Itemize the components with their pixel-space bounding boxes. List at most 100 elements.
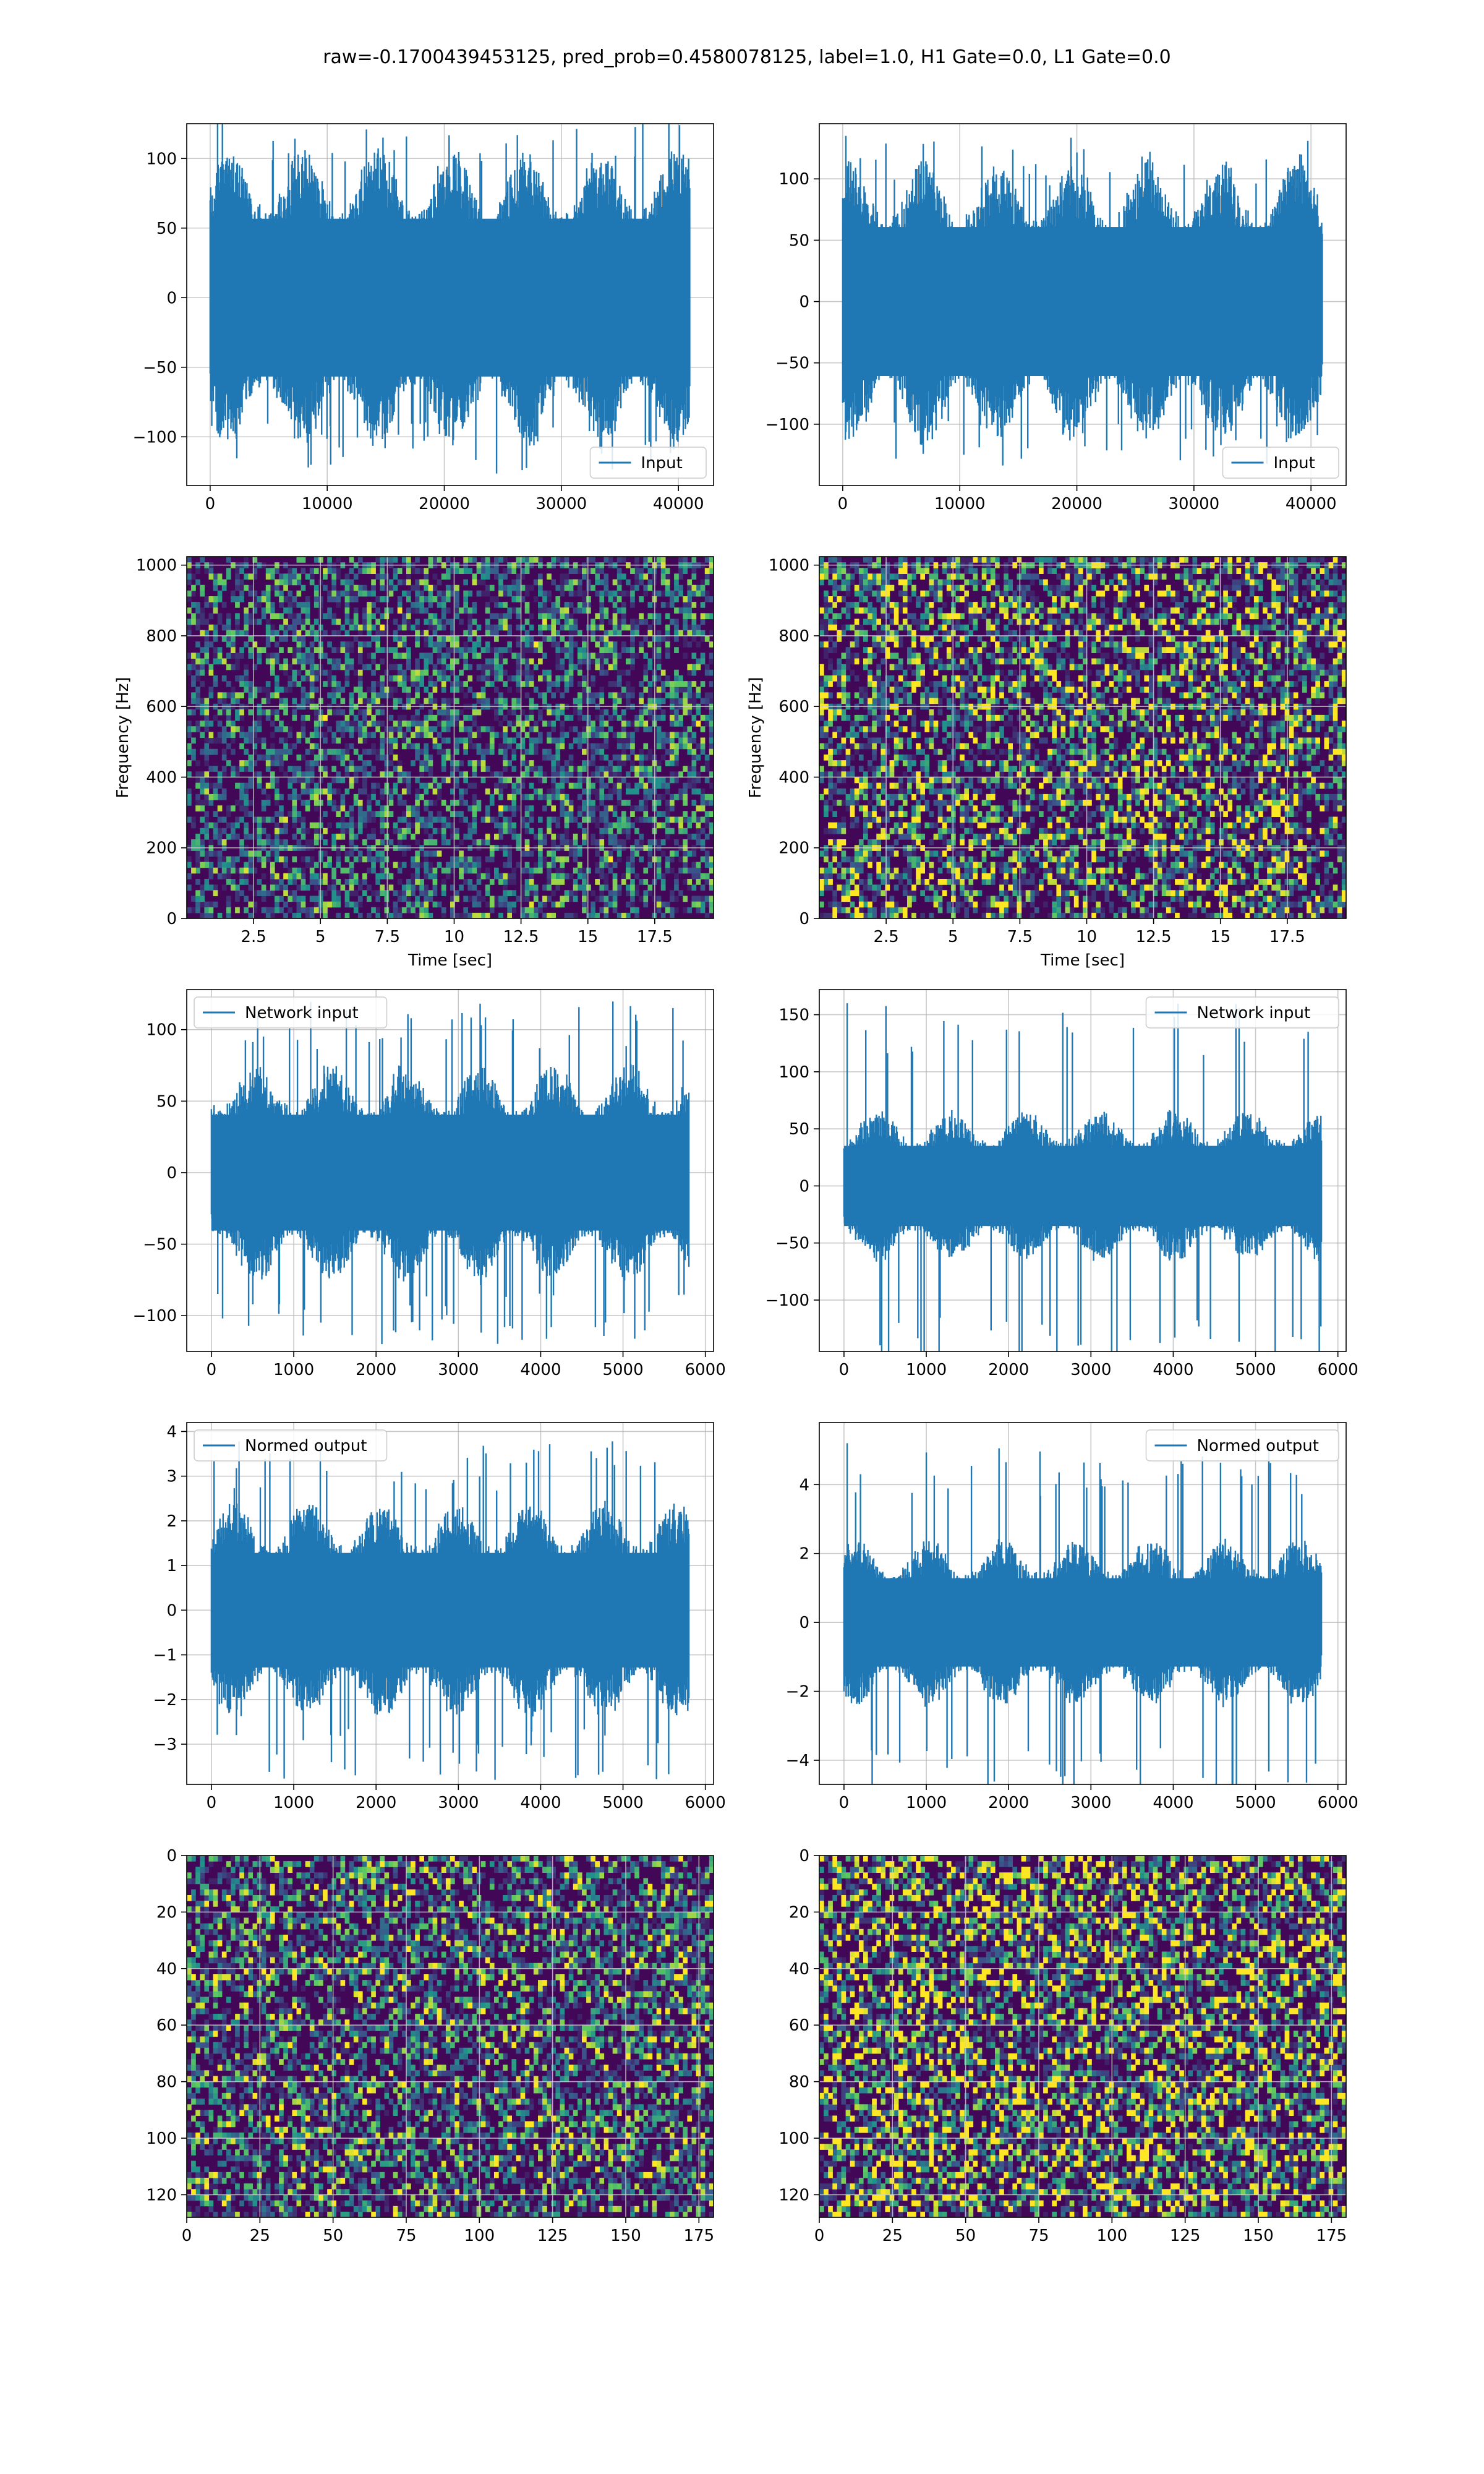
ticks: 0 25 50 75 100 125 150 175 0 20 40 60 80 100 120: [146, 1847, 714, 2245]
grid: [187, 557, 714, 919]
x-tick-label: 2000: [988, 1794, 1029, 1812]
ticks: 0 1000 2000 3000 4000 5000 6000 −100 −50 0 50 100: [133, 1021, 726, 1379]
x-tick-label: 2.5: [241, 928, 266, 946]
y-tick-label: 120: [146, 2186, 177, 2204]
x-tick-label: 10000: [934, 495, 986, 513]
y-tick-label: 800: [146, 627, 177, 646]
x-tick-label: 100: [464, 2227, 495, 2245]
ticks: 2.5 5 7.5 10 12.5 15 17.5 0 200 400 600 800 1000: [136, 557, 673, 946]
x-tick-label: 75: [396, 2227, 416, 2245]
x-tick-label: 175: [1316, 2227, 1347, 2245]
y-tick-label: 200: [146, 839, 177, 858]
y-tick-label: 0: [799, 293, 809, 312]
x-tick-label: 125: [537, 2227, 568, 2245]
x-tick-label: 12.5: [1136, 928, 1172, 946]
y-tick-label: −100: [133, 1307, 177, 1325]
x-tick-label: 25: [882, 2227, 903, 2245]
y-tick-label: −4: [786, 1752, 809, 1770]
chart-spectrogram-l1: 2.5 5 7.5 10 12.5 15 17.5 0 200 400 600 800 1000 Time…: [746, 556, 1347, 970]
axes-frame: [819, 123, 1347, 486]
legend-label: Normed output: [245, 1437, 367, 1455]
chart-input-l1: Input 0 10000 20000 30000 40000 −100 −50 0 50 100: [765, 123, 1347, 513]
y-tick-label: 3: [166, 1468, 177, 1486]
y-tick-label: −100: [133, 428, 177, 447]
x-tick-label: 175: [684, 2227, 715, 2245]
x-tick-label: 10: [1077, 928, 1097, 946]
axes-frame: [819, 1855, 1347, 2218]
legend: Input: [1222, 447, 1339, 479]
x-tick-label: 7.5: [1007, 928, 1033, 946]
axes-frame: [186, 989, 714, 1352]
y-tick-label: 600: [778, 698, 809, 716]
y-tick-label: −100: [765, 1291, 809, 1310]
y-tick-label: 0: [166, 289, 177, 307]
figure-title: raw=-0.1700439453125, pred_prob=0.458007…: [323, 46, 1171, 68]
x-tick-label: 100: [1097, 2227, 1128, 2245]
x-tick-label: 5000: [602, 1794, 643, 1812]
y-tick-label: 1000: [769, 557, 809, 575]
axes-frame: [819, 556, 1347, 919]
x-tick-label: 0: [814, 2227, 825, 2245]
x-tick-label: 3000: [438, 1794, 479, 1812]
y-tick-label: 0: [799, 1614, 809, 1632]
x-axis-label: Time [sec]: [407, 951, 492, 970]
ticks: 0 1000 2000 3000 4000 5000 6000 −3 −2 −1 0 1 2 3 4: [153, 1423, 726, 1812]
x-tick-label: 6000: [1318, 1361, 1358, 1379]
x-tick-label: 6000: [1318, 1794, 1358, 1812]
x-tick-label: 4000: [1153, 1794, 1193, 1812]
y-tick-label: 0: [166, 1601, 177, 1620]
x-tick-label: 125: [1170, 2227, 1201, 2245]
x-tick-label: 5000: [1235, 1794, 1276, 1812]
y-tick-label: 120: [778, 2186, 809, 2204]
x-tick-label: 3000: [1070, 1361, 1111, 1379]
y-tick-label: 400: [146, 768, 177, 787]
y-tick-label: 600: [146, 698, 177, 716]
ticks: 0 25 50 75 100 125 150 175 0 20 40 60 80 100 120: [778, 1847, 1347, 2245]
legend-label: Input: [1274, 454, 1315, 473]
x-tick-label: 40000: [1286, 495, 1337, 513]
y-tick-label: 100: [146, 1021, 177, 1040]
axes-frame: [186, 1855, 714, 2218]
x-tick-label: 15: [1210, 928, 1230, 946]
x-tick-label: 150: [610, 2227, 641, 2245]
x-tick-label: 4000: [520, 1361, 561, 1379]
x-tick-label: 0: [182, 2227, 192, 2245]
x-tick-label: 2000: [988, 1361, 1029, 1379]
y-tick-label: −2: [153, 1691, 177, 1710]
series-band: [842, 227, 1323, 377]
x-tick-label: 30000: [1169, 495, 1220, 513]
axes-frame: [819, 1422, 1347, 1785]
y-tick-label: −1: [153, 1646, 177, 1665]
y-tick-label: 150: [778, 1006, 809, 1025]
y-tick-label: 0: [799, 1847, 809, 1865]
y-axis-label: Frequency [Hz]: [114, 677, 132, 798]
y-tick-label: 800: [778, 627, 809, 646]
x-tick-label: 0: [205, 495, 216, 513]
axes-frame: [186, 123, 714, 486]
x-tick-label: 1000: [906, 1794, 947, 1812]
y-tick-label: −50: [775, 1235, 809, 1253]
x-tick-label: 6000: [685, 1794, 726, 1812]
x-tick-label: 20000: [419, 495, 470, 513]
x-tick-label: 2.5: [873, 928, 898, 946]
x-tick-label: 30000: [536, 495, 587, 513]
y-axis-label: Frequency [Hz]: [746, 677, 765, 798]
x-tick-label: 5000: [1235, 1361, 1276, 1379]
y-tick-label: −50: [143, 1236, 177, 1254]
legend-label: Normed output: [1197, 1437, 1319, 1455]
x-tick-label: 1000: [906, 1361, 947, 1379]
x-tick-label: 25: [250, 2227, 270, 2245]
x-tick-label: 150: [1243, 2227, 1274, 2245]
x-tick-label: 6000: [685, 1361, 726, 1379]
x-tick-label: 1000: [273, 1794, 314, 1812]
heatmap-cells: [819, 1856, 1346, 2217]
x-tick-label: 5: [948, 928, 958, 946]
axes-frame: [186, 556, 714, 919]
y-tick-label: −2: [786, 1683, 809, 1701]
x-tick-label: 5: [315, 928, 326, 946]
ticks: 0 1000 2000 3000 4000 5000 6000 −100 −50 0 50 100 15…: [765, 1006, 1358, 1379]
y-tick-label: −3: [153, 1736, 177, 1754]
axes-frame: [186, 1422, 714, 1785]
